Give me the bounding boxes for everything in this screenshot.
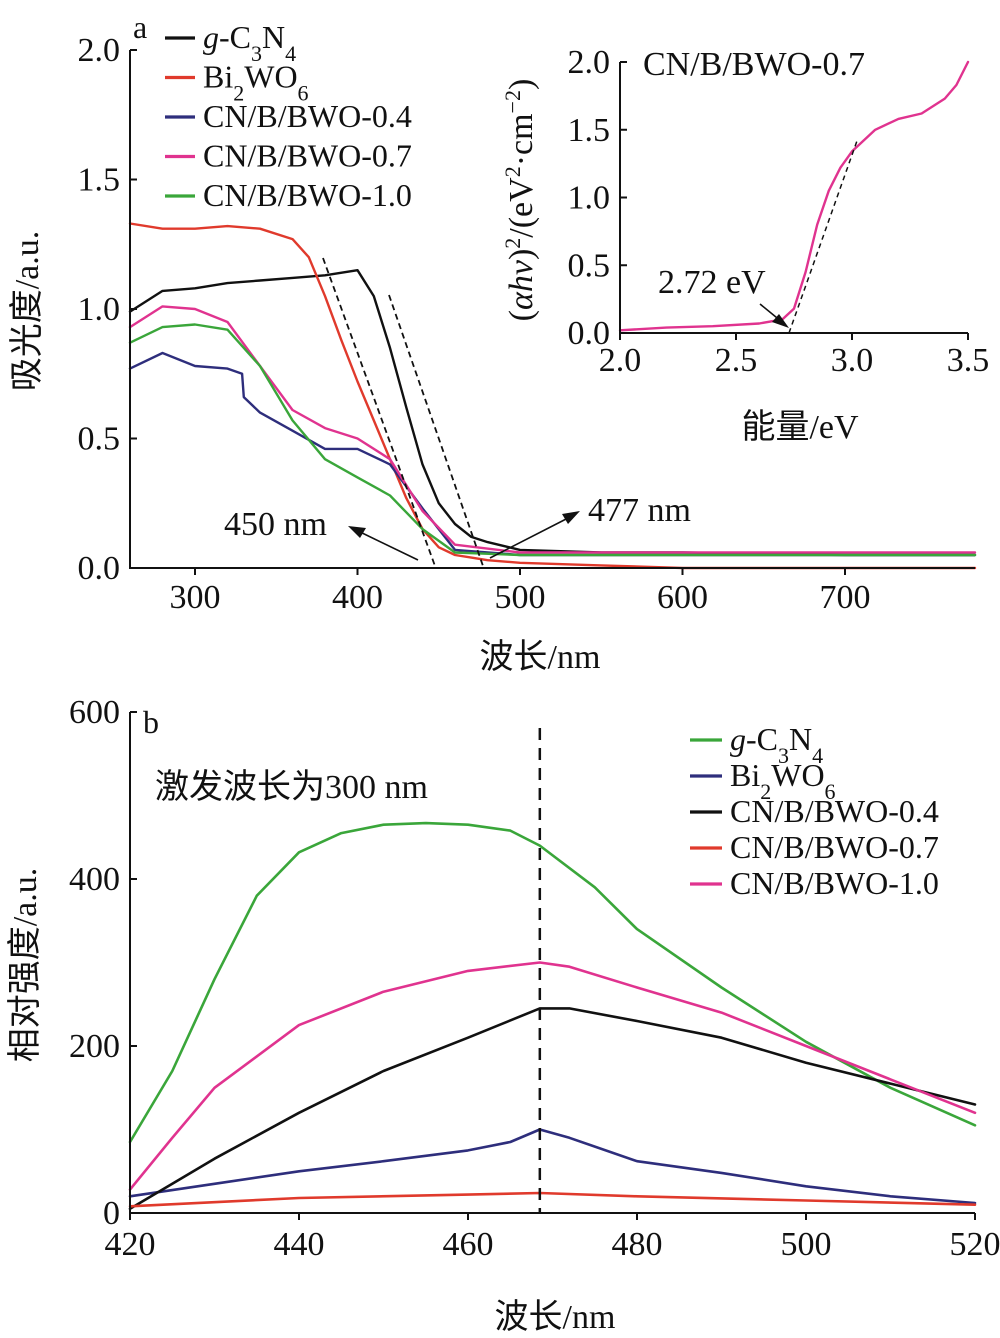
panel-a-y-axis-label: 吸光度/a.u.: [8, 231, 46, 392]
panel-b-x-tick-label: 460: [443, 1226, 494, 1263]
inset-x-tick-label: 2.0: [599, 342, 642, 379]
inset-y-tick-label: 0.5: [568, 247, 611, 284]
panel-b-series-line-4: [128, 1191, 977, 1208]
panel-b-y-axis-label: 相对强度/a.u.: [6, 868, 44, 1063]
inset-tangent-line: [788, 137, 859, 334]
inset-y-axis-label: (αhν)2/(eV2·cm−2): [500, 79, 540, 322]
arrow-477nm-line: [489, 515, 573, 559]
arrow-450nm-line: [355, 529, 419, 561]
panel-b-legend-label-1: g-C3N4: [730, 721, 823, 768]
panel-b-legend-label-4: CN/B/BWO-0.7: [730, 829, 939, 865]
panel-b-y-tick-label: 600: [69, 694, 120, 731]
panel-a-y-tick-label: 1.0: [78, 291, 121, 328]
panel-a-inset-tauc-plot: 2.0 2.5 3.0 3.5 0.0 0.5 1.0 1.5 2.0 CN/B/BWO-0.7…: [500, 44, 989, 446]
panel-a-x-tick-label: 500: [495, 579, 546, 616]
panel-a-x-tick-label: 600: [657, 579, 708, 616]
inset-y-tick-label: 1.0: [568, 180, 611, 217]
inset-x-tick-label: 2.5: [715, 342, 758, 379]
panel-b-y-tick-label: 200: [69, 1028, 120, 1065]
arrow-450nm-head: [348, 526, 366, 538]
panel-b-legend-label-5: CN/B/BWO-1.0: [730, 865, 939, 901]
panel-b-y-tick-label: 400: [69, 861, 120, 898]
panel-a-legend-label-1: g-C3N4: [203, 19, 296, 66]
panel-a-y-tick-label: 0.0: [78, 550, 121, 587]
inset-title: CN/B/BWO-0.7: [643, 46, 865, 83]
panel-a-x-tick-label: 300: [170, 579, 221, 616]
panel-b-x-axis-label: 波长/nm: [495, 1298, 616, 1336]
panel-b-pl-chart: b 420 440 460 480 500 520 0 200 400 600 激发波长为300 …: [6, 694, 1000, 1336]
panel-b-legend-label-2: Bi2WO6: [730, 757, 836, 804]
panel-b-series-line-5: [128, 961, 977, 1191]
panel-a-x-tick-label: 400: [332, 579, 383, 616]
panel-a-y-tick-label: 1.5: [78, 162, 121, 199]
arrow-477nm-head: [562, 511, 580, 524]
panel-a-y-tick-label: 0.5: [78, 421, 121, 458]
inset-x-axis-label: 能量/eV: [741, 408, 859, 446]
panel-b-excitation-annotation: 激发波长为300 nm: [155, 768, 428, 806]
panel-a-legend-label-5: CN/B/BWO-1.0: [203, 177, 412, 213]
panel-a-series-line-5: [128, 323, 977, 557]
panel-a-x-axis-label: 波长/nm: [480, 638, 601, 676]
inset-arrow-head: [772, 314, 789, 328]
panel-b-x-tick-label: 500: [781, 1226, 832, 1263]
panel-b-y-tick-label: 0: [103, 1195, 120, 1232]
panel-b-x-tick-label: 440: [274, 1226, 325, 1263]
panel-a-legend-label-2: Bi2WO6: [203, 59, 309, 106]
inset-x-tick-label: 3.0: [831, 342, 874, 379]
annotation-450nm: 450 nm: [224, 506, 327, 543]
inset-y-tick-label: 1.5: [568, 112, 611, 149]
bi2wo6-tangent-line: [322, 257, 436, 567]
inset-y-tick-label: 2.0: [568, 44, 611, 81]
panel-b-series-line-1: [128, 821, 977, 1144]
inset-y-tick-label: 0.0: [568, 315, 611, 352]
inset-series-line-1: [618, 60, 970, 332]
panel-b-x-tick-label: 520: [950, 1226, 1000, 1263]
annotation-477nm: 477 nm: [588, 492, 691, 529]
panel-a-legend-label-4: CN/B/BWO-0.7: [203, 138, 412, 174]
panel-a-x-tick-label: 700: [820, 579, 871, 616]
panel-a-legend-label-3: CN/B/BWO-0.4: [203, 98, 412, 134]
panel-a-series-line-4: [128, 305, 977, 554]
panel-a-y-tick-label: 2.0: [78, 32, 121, 69]
panel-b-x-tick-label: 420: [105, 1226, 156, 1263]
panel-b-label: b: [143, 704, 159, 740]
panel-b-series-line-2: [128, 1128, 977, 1205]
inset-x-tick-label: 3.5: [947, 342, 990, 379]
panel-b-legend: g-C3N4Bi2WO6CN/B/BWO-0.4CN/B/BWO-0.7CN/B…: [690, 721, 939, 901]
c3n4-tangent-line: [388, 294, 484, 567]
inset-bandgap-annotation: 2.72 eV: [658, 264, 766, 301]
panel-b-legend-label-3: CN/B/BWO-0.4: [730, 793, 939, 829]
panel-a-label: a: [133, 9, 147, 45]
panel-b-x-tick-label: 480: [612, 1226, 663, 1263]
